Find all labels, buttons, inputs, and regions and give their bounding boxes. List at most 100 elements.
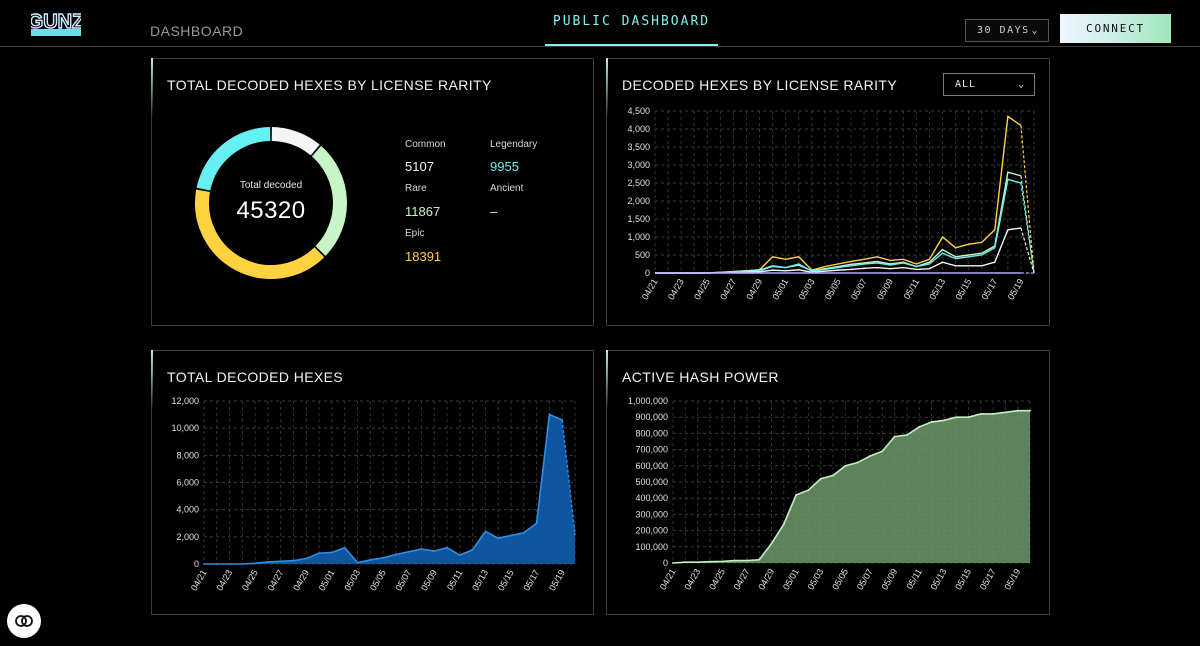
y-tick-label: 500,000 [635,477,668,487]
data-point [832,474,834,477]
x-tick-label: 04/21 [640,277,660,302]
data-point [497,537,500,540]
hash-power-panel: ACTIVE HASH POWER 0 100,000 200,000 300,000… [606,350,1050,615]
x-tick-label: 04/27 [732,567,752,592]
y-tick-label: 800,000 [635,428,668,438]
chat-button[interactable] [7,604,41,638]
x-tick-label: 05/11 [445,568,465,592]
y-tick-label: 1,000 [627,232,650,242]
y-tick-label: 8,000 [176,450,199,460]
data-point [819,477,822,480]
y-tick-label: 200,000 [635,526,668,536]
y-tick-label: 2,000 [176,532,199,542]
data-point [745,559,748,562]
x-tick-label: 05/09 [419,568,439,593]
x-tick-label: 05/13 [470,568,490,593]
x-tick-label: 05/07 [849,277,869,302]
y-tick-label: 600,000 [635,461,668,471]
data-point [574,533,576,536]
donut-center-label: Total decoded [239,180,303,191]
donut-slice-epic [195,189,325,279]
x-tick-label: 05/11 [904,567,924,591]
logo-text: GUNZ [31,11,81,33]
x-tick-label: 04/23 [682,567,702,592]
data-point [279,560,282,563]
x-tick-label: 04/21 [189,568,209,593]
x-tick-label: 04/27 [266,568,286,593]
x-tick-label: 05/19 [1006,277,1026,302]
y-tick-label: 500 [635,250,650,260]
x-tick-label: 05/03 [342,568,362,593]
y-tick-label: 100,000 [635,542,668,552]
x-tick-label: 05/01 [781,567,801,592]
x-tick-label: 05/05 [830,567,850,592]
donut-slice-common [271,127,320,156]
x-tick-label: 04/23 [214,568,234,593]
nav-dashboard[interactable]: DASHBOARD [150,23,244,39]
legend-legendary-name: Legendary [490,139,538,150]
nav-public-dashboard[interactable]: PUBLIC DASHBOARD [545,0,718,46]
x-tick-label: 05/15 [953,277,973,302]
rarity-donut-chart [195,127,347,279]
x-tick-label: 04/29 [756,567,776,592]
x-tick-label: 05/19 [547,568,567,593]
data-point [869,455,871,457]
connect-button[interactable]: CONNECT [1060,14,1171,43]
data-point [510,534,512,537]
y-tick-label: 4,500 [627,106,650,116]
data-point [369,559,372,561]
data-point [930,421,933,423]
x-tick-label: 05/01 [317,568,337,593]
data-point [905,434,908,436]
data-point [331,551,333,554]
legend-ancient-name: Ancient [490,183,524,194]
panel-title: TOTAL DECODED HEXES [167,369,344,385]
y-tick-label: 12,000 [171,396,199,406]
series-line-partial-common [1020,227,1035,274]
y-tick-label: 10,000 [171,423,199,433]
data-point [942,419,945,422]
x-tick-label: 05/09 [879,567,899,592]
legend-common-name: Common [405,139,446,150]
y-tick-label: 4,000 [176,505,199,515]
x-tick-label: 05/19 [1002,567,1022,592]
data-point [733,559,736,562]
data-point [433,550,436,552]
top-bar: GUNZ DASHBOARD PUBLIC DASHBOARD 30 DAYS … [0,0,1200,47]
grid [654,110,1035,274]
area-line-partial [561,419,576,535]
time-range-select[interactable]: 30 DAYS ⌄ [965,19,1049,42]
x-tick-label: 04/21 [658,567,678,592]
data-point [1029,409,1031,412]
x-tick-label: 04/25 [692,277,712,302]
donut-slice-legendary [196,127,271,191]
rarity-total-panel: TOTAL DECODED HEXES BY LICENSE RARITY To… [151,58,594,326]
data-point [484,530,487,533]
time-range-value: 30 DAYS [977,25,1030,36]
data-point [918,426,921,428]
panel-title: DECODED HEXES BY LICENSE RARITY [622,77,898,93]
donut-center-value: 45320 [236,197,306,224]
gunz-logo[interactable]: GUNZ [27,9,85,36]
data-point [955,416,958,419]
y-tick-label: 0 [194,559,199,569]
data-point [458,554,461,557]
x-tick-label: 05/17 [978,567,998,592]
x-tick-label: 04/25 [240,568,260,593]
area-line [672,409,1030,564]
data-point [893,435,896,438]
data-point [696,561,699,564]
data-point [522,531,525,534]
legend-epic-name: Epic [405,228,425,239]
data-point [770,542,773,545]
data-point [856,461,859,464]
x-tick-label: 05/17 [521,568,541,593]
x-tick-label: 04/27 [718,277,738,302]
data-point [446,546,448,549]
data-point [471,548,474,551]
y-tick-label: 0 [663,558,668,568]
rarity-filter-select[interactable]: ALL ⌄ [943,73,1035,96]
data-point [1016,409,1019,412]
y-tick-label: 400,000 [635,493,668,503]
